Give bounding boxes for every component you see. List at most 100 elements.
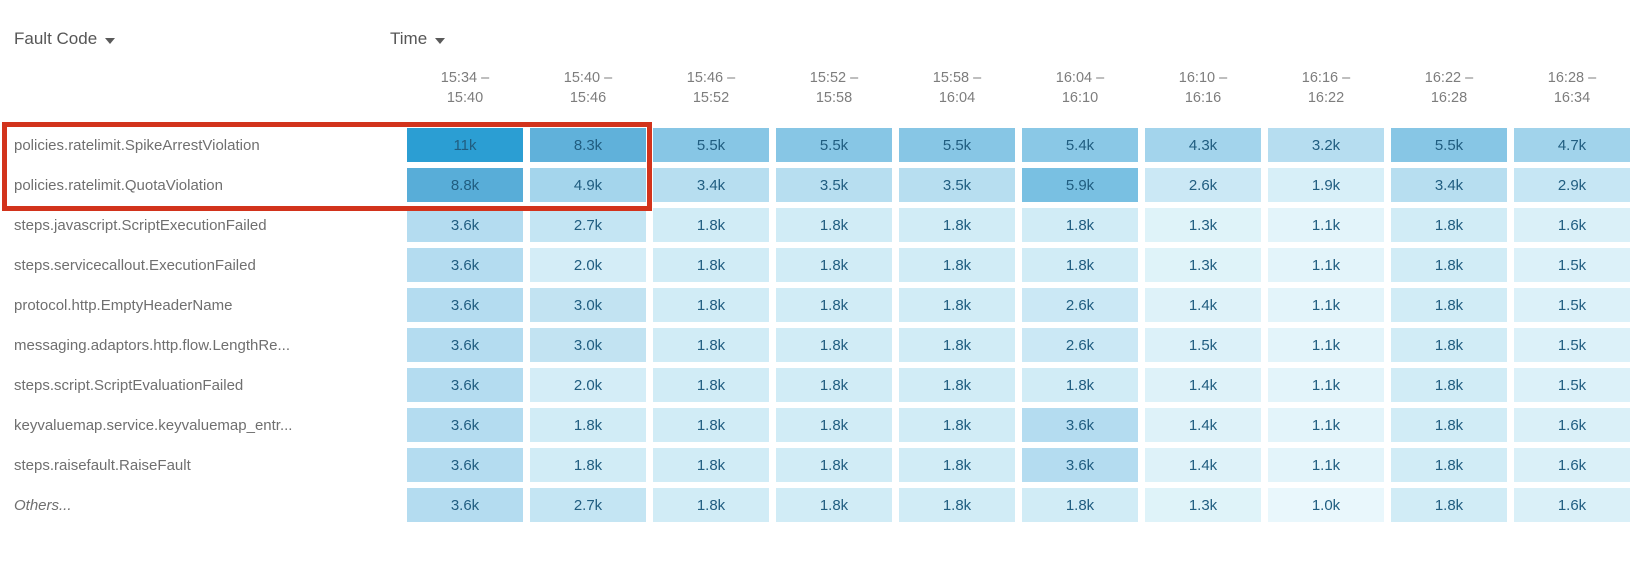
heatmap-cell[interactable]: 1.8k (776, 248, 892, 282)
heatmap-cell[interactable]: 1.8k (1391, 248, 1507, 282)
heatmap-cell[interactable]: 2.0k (530, 368, 646, 402)
heatmap-cell[interactable]: 1.4k (1145, 288, 1261, 322)
heatmap-cell[interactable]: 1.1k (1268, 208, 1384, 242)
heatmap-cell[interactable]: 8.3k (530, 128, 646, 162)
heatmap-cell[interactable]: 2.6k (1022, 288, 1138, 322)
heatmap-cell[interactable]: 1.8k (1391, 368, 1507, 402)
heatmap-cell[interactable]: 1.3k (1145, 248, 1261, 282)
heatmap-cell[interactable]: 5.5k (653, 128, 769, 162)
heatmap-cell[interactable]: 3.4k (1391, 168, 1507, 202)
heatmap-cell[interactable]: 1.6k (1514, 408, 1630, 442)
heatmap-cell[interactable]: 1.8k (1391, 288, 1507, 322)
heatmap-cell[interactable]: 1.8k (1022, 248, 1138, 282)
heatmap-cell[interactable]: 1.8k (899, 408, 1015, 442)
heatmap-cell[interactable]: 1.8k (653, 408, 769, 442)
heatmap-cell[interactable]: 1.8k (653, 328, 769, 362)
heatmap-cell[interactable]: 1.6k (1514, 488, 1630, 522)
heatmap-cell[interactable]: 1.8k (1391, 448, 1507, 482)
heatmap-cell[interactable]: 1.8k (1391, 408, 1507, 442)
heatmap-cell[interactable]: 1.8k (899, 288, 1015, 322)
heatmap-cell[interactable]: 1.1k (1268, 288, 1384, 322)
heatmap-cell[interactable]: 1.3k (1145, 488, 1261, 522)
heatmap-cell[interactable]: 3.0k (530, 288, 646, 322)
heatmap-cell[interactable]: 2.7k (530, 208, 646, 242)
heatmap-cell[interactable]: 1.8k (776, 368, 892, 402)
heatmap-cell[interactable]: 3.6k (407, 488, 523, 522)
heatmap-cell[interactable]: 3.6k (407, 368, 523, 402)
heatmap-cell[interactable]: 3.5k (899, 168, 1015, 202)
heatmap-cell[interactable]: 1.4k (1145, 408, 1261, 442)
heatmap-cell[interactable]: 2.7k (530, 488, 646, 522)
heatmap-cell[interactable]: 3.6k (407, 208, 523, 242)
heatmap-cell[interactable]: 1.8k (653, 288, 769, 322)
heatmap-cell[interactable]: 1.8k (530, 408, 646, 442)
fault-code-dimension-selector[interactable]: Fault Code (14, 28, 390, 50)
heatmap-cell[interactable]: 8.8k (407, 168, 523, 202)
heatmap-cell[interactable]: 3.6k (1022, 448, 1138, 482)
heatmap-cell[interactable]: 3.2k (1268, 128, 1384, 162)
heatmap-cell[interactable]: 4.7k (1514, 128, 1630, 162)
heatmap-cell[interactable]: 3.6k (407, 448, 523, 482)
heatmap-cell[interactable]: 1.3k (1145, 208, 1261, 242)
heatmap-cell[interactable]: 1.8k (1022, 488, 1138, 522)
heatmap-cell[interactable]: 1.8k (1391, 488, 1507, 522)
heatmap-cell[interactable]: 1.8k (776, 488, 892, 522)
heatmap-cell[interactable]: 3.6k (1022, 408, 1138, 442)
heatmap-cell[interactable]: 1.8k (899, 328, 1015, 362)
heatmap-cell[interactable]: 2.9k (1514, 168, 1630, 202)
heatmap-cell[interactable]: 2.6k (1145, 168, 1261, 202)
heatmap-cell[interactable]: 1.1k (1268, 368, 1384, 402)
heatmap-cell[interactable]: 3.0k (530, 328, 646, 362)
heatmap-cell[interactable]: 3.6k (407, 408, 523, 442)
heatmap-cell[interactable]: 2.6k (1022, 328, 1138, 362)
heatmap-cell[interactable]: 1.8k (653, 488, 769, 522)
heatmap-cell[interactable]: 1.8k (530, 448, 646, 482)
heatmap-cell[interactable]: 1.8k (776, 448, 892, 482)
heatmap-cell[interactable]: 1.1k (1268, 448, 1384, 482)
heatmap-cell[interactable]: 1.8k (653, 248, 769, 282)
time-dimension-selector[interactable]: Time (390, 28, 446, 50)
heatmap-cell[interactable]: 1.8k (776, 208, 892, 242)
heatmap-cell[interactable]: 1.5k (1145, 328, 1261, 362)
heatmap-cell[interactable]: 1.8k (653, 208, 769, 242)
heatmap-cell[interactable]: 1.8k (1391, 328, 1507, 362)
heatmap-cell[interactable]: 1.0k (1268, 488, 1384, 522)
heatmap-cell[interactable]: 1.8k (776, 288, 892, 322)
heatmap-cell[interactable]: 1.4k (1145, 368, 1261, 402)
heatmap-cell[interactable]: 1.5k (1514, 248, 1630, 282)
heatmap-cell[interactable]: 1.4k (1145, 448, 1261, 482)
heatmap-cell[interactable]: 3.5k (776, 168, 892, 202)
heatmap-cell[interactable]: 1.8k (899, 248, 1015, 282)
heatmap-cell[interactable]: 11k (407, 128, 523, 162)
heatmap-cell[interactable]: 5.5k (776, 128, 892, 162)
heatmap-cell[interactable]: 1.5k (1514, 368, 1630, 402)
heatmap-cell[interactable]: 1.1k (1268, 328, 1384, 362)
heatmap-cell[interactable]: 1.5k (1514, 288, 1630, 322)
heatmap-cell[interactable]: 1.8k (776, 328, 892, 362)
heatmap-cell[interactable]: 3.6k (407, 328, 523, 362)
heatmap-cell[interactable]: 4.9k (530, 168, 646, 202)
heatmap-cell[interactable]: 5.5k (1391, 128, 1507, 162)
heatmap-cell[interactable]: 3.4k (653, 168, 769, 202)
heatmap-cell[interactable]: 1.5k (1514, 328, 1630, 362)
heatmap-cell[interactable]: 1.8k (1022, 208, 1138, 242)
heatmap-cell[interactable]: 1.8k (653, 368, 769, 402)
heatmap-cell[interactable]: 5.4k (1022, 128, 1138, 162)
heatmap-cell[interactable]: 5.5k (899, 128, 1015, 162)
heatmap-cell[interactable]: 3.6k (407, 248, 523, 282)
heatmap-cell[interactable]: 1.8k (899, 208, 1015, 242)
heatmap-cell[interactable]: 1.1k (1268, 408, 1384, 442)
heatmap-cell[interactable]: 4.3k (1145, 128, 1261, 162)
heatmap-cell[interactable]: 1.9k (1268, 168, 1384, 202)
heatmap-cell[interactable]: 5.9k (1022, 168, 1138, 202)
heatmap-cell[interactable]: 1.1k (1268, 248, 1384, 282)
heatmap-cell[interactable]: 3.6k (407, 288, 523, 322)
heatmap-cell[interactable]: 1.8k (1022, 368, 1138, 402)
heatmap-cell[interactable]: 1.8k (899, 488, 1015, 522)
heatmap-cell[interactable]: 1.8k (899, 448, 1015, 482)
heatmap-cell[interactable]: 1.8k (776, 408, 892, 442)
heatmap-cell[interactable]: 1.6k (1514, 448, 1630, 482)
heatmap-cell[interactable]: 2.0k (530, 248, 646, 282)
heatmap-cell[interactable]: 1.8k (899, 368, 1015, 402)
heatmap-cell[interactable]: 1.8k (653, 448, 769, 482)
